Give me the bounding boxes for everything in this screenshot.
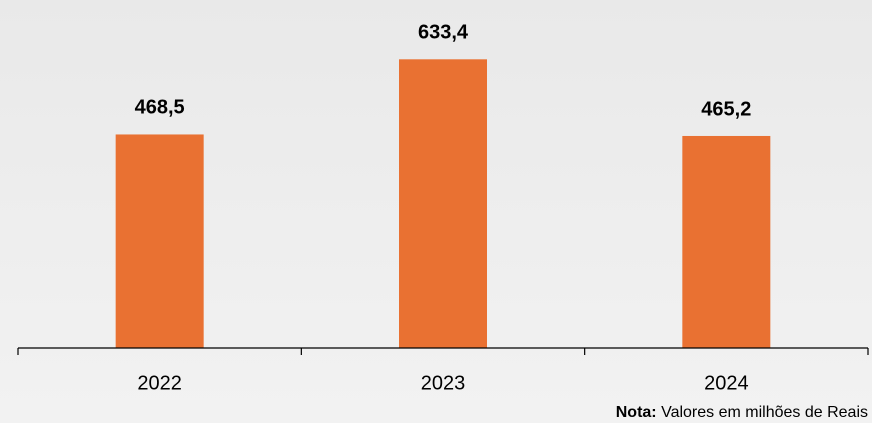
x-tick-label: 2023	[421, 372, 466, 394]
x-tick-label: 2024	[704, 372, 749, 394]
value-label: 468,5	[135, 97, 185, 119]
bar	[682, 135, 771, 348]
note-label: Nota:	[616, 404, 657, 421]
note-text: Valores em milhões de Reais	[661, 404, 868, 421]
value-label: 633,4	[418, 22, 469, 44]
bar	[399, 59, 487, 348]
note: Nota: Valores em milhões de Reais	[616, 404, 868, 421]
bar	[115, 134, 204, 348]
value-label: 465,2	[701, 98, 751, 120]
x-tick-label: 2022	[137, 372, 182, 394]
